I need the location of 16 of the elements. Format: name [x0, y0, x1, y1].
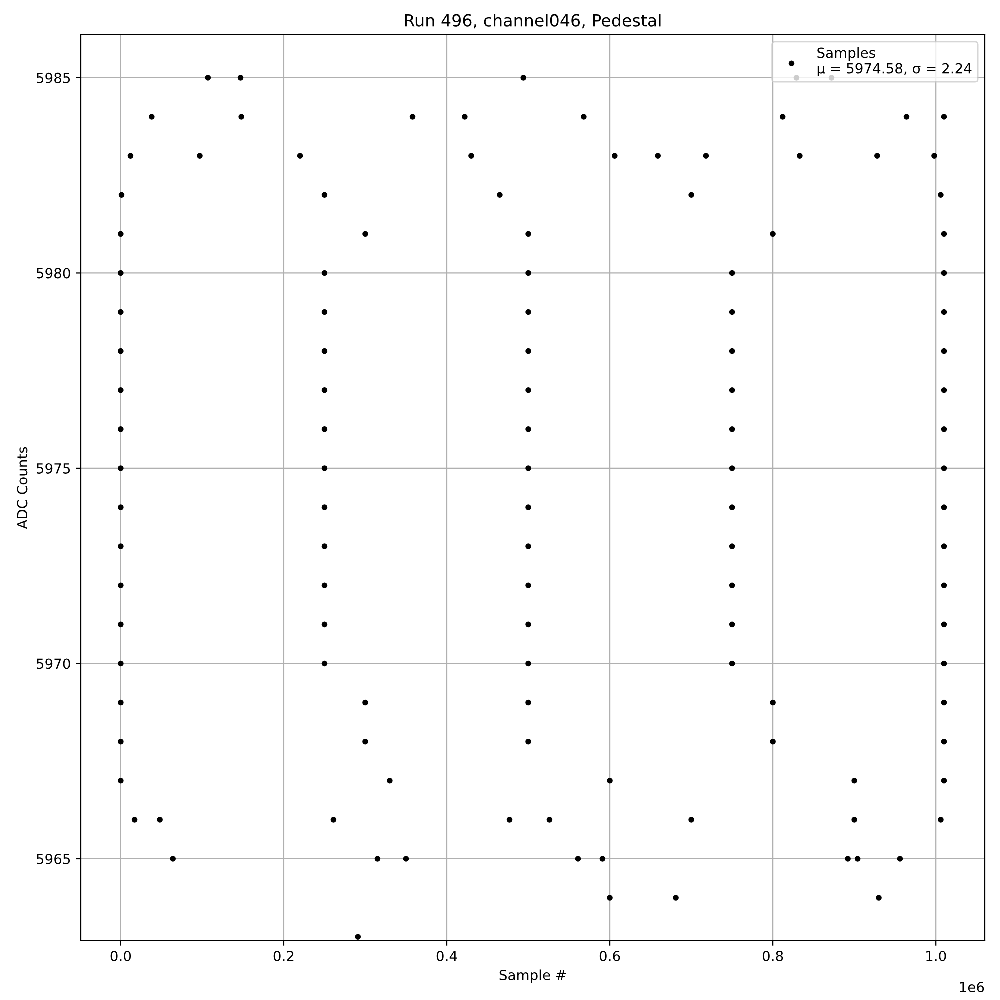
y-tick-label: 5975 [37, 463, 70, 474]
x-tick-label: 0.8 [762, 950, 784, 962]
chart-title: Run 496, channel046, Pedestal [405, 14, 661, 29]
x-tick-label: 0.6 [600, 950, 620, 962]
y-tick-label: 5980 [37, 268, 70, 279]
y-tick-label: 5965 [37, 854, 70, 864]
text: 1e6 [960, 982, 984, 993]
x-axis-title: Sample # [500, 970, 566, 984]
y-tick-label: 5985 [37, 72, 70, 84]
y-tick-label: 5970 [37, 658, 70, 670]
x-tick-label: 0.0 [110, 950, 132, 962]
x-tick-label: 0.2 [274, 950, 294, 962]
x-tick-label: 0.4 [436, 950, 458, 962]
legend-label: Samples μ = 5974.58, σ = 2.24 [818, 48, 972, 76]
x-tick-label: 1.0 [926, 950, 946, 962]
y-axis-title: ADC Counts [17, 447, 28, 530]
